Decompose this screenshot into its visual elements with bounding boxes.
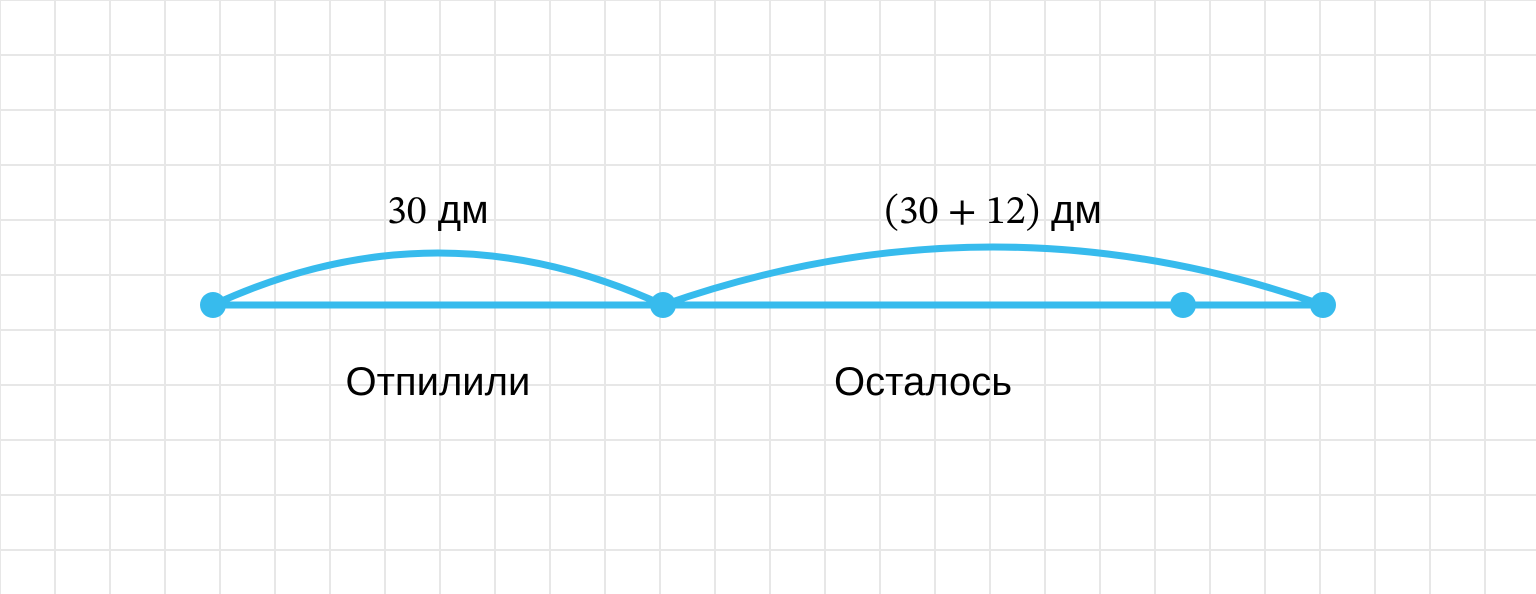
top-label-unit-1: дм xyxy=(1040,188,1102,232)
top-label-1: (30 + 12) дм xyxy=(885,188,1102,238)
top-label-0: 30 дм xyxy=(387,188,489,238)
point-2 xyxy=(1170,292,1196,318)
point-1 xyxy=(650,292,676,318)
diagram-svg xyxy=(0,0,1536,594)
top-label-unit-0: дм xyxy=(427,188,489,232)
point-0 xyxy=(200,292,226,318)
point-3 xyxy=(1310,292,1336,318)
arc-0 xyxy=(213,253,663,305)
bottom-label-0: Отпилили xyxy=(346,360,531,405)
bottom-label-1: Осталось xyxy=(834,360,1012,405)
top-label-math-1: (30 + 12) xyxy=(885,193,1040,233)
top-label-math-0: 30 xyxy=(387,193,427,233)
